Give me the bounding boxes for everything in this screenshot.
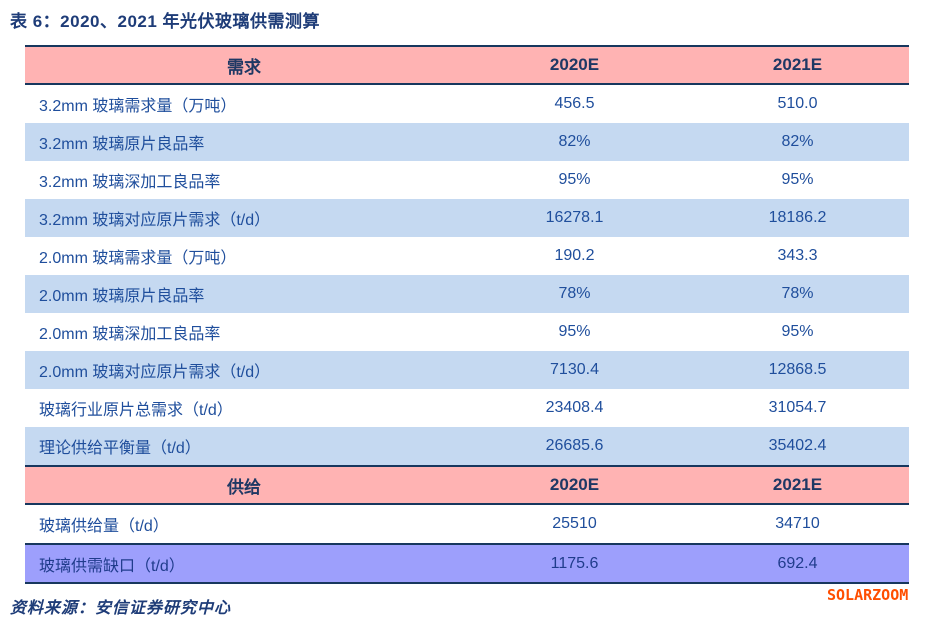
- row-value-2020e: 82%: [558, 133, 591, 150]
- table-row: 3.2mm 玻璃原片良品率 82% 82%: [25, 123, 909, 161]
- row-label: 玻璃供需缺口（t/d）: [39, 557, 185, 575]
- row-label: 3.2mm 玻璃需求量（万吨）: [39, 98, 237, 115]
- row-value-2021e: 343.3: [777, 247, 818, 264]
- row-value-2021e: 31054.7: [768, 399, 827, 416]
- column-header-2020e: 2020E: [549, 475, 600, 494]
- row-value-2021e: 692.4: [777, 554, 818, 572]
- row-value-2020e: 16278.1: [545, 209, 604, 226]
- row-label: 理论供给平衡量（t/d）: [39, 440, 201, 457]
- supply-demand-gap-row: 玻璃供需缺口（t/d） 1175.6 692.4: [25, 543, 909, 584]
- row-value-2020e: 190.2: [554, 247, 595, 264]
- row-value-2021e: 12868.5: [768, 361, 827, 378]
- column-header-2021e: 2021E: [772, 55, 823, 74]
- row-value-2021e: 78%: [781, 285, 814, 302]
- row-value-2021e: 510.0: [777, 95, 818, 112]
- supply-demand-table: 需求 2020E 2021E 3.2mm 玻璃需求量（万吨） 456.5 510…: [25, 45, 909, 584]
- row-value-2021e: 35402.4: [768, 437, 827, 454]
- row-value-2020e: 95%: [558, 323, 591, 340]
- row-value-2021e: 82%: [781, 133, 814, 150]
- table-row: 3.2mm 玻璃需求量（万吨） 456.5 510.0: [25, 85, 909, 123]
- source-note: 资料来源：安信证券研究中心: [10, 600, 232, 617]
- row-value-2020e: 26685.6: [545, 437, 604, 454]
- row-value-2020e: 1175.6: [550, 554, 599, 572]
- row-value-2020e: 7130.4: [550, 361, 599, 378]
- table-row: 2.0mm 玻璃深加工良品率 95% 95%: [25, 313, 909, 351]
- row-value-2021e: 18186.2: [768, 209, 827, 226]
- row-value-2020e: 456.5: [554, 95, 595, 112]
- table-row: 2.0mm 玻璃对应原片需求（t/d） 7130.4 12868.5: [25, 351, 909, 389]
- row-value-2021e: 34710: [775, 515, 820, 532]
- row-value-2020e: 23408.4: [545, 399, 604, 416]
- table-title: 表 6：2020、2021 年光伏玻璃供需测算: [10, 12, 321, 31]
- row-label: 2.0mm 玻璃对应原片需求（t/d）: [39, 364, 271, 381]
- solarzoom-watermark: SOLARZOOM: [827, 586, 909, 604]
- column-header-2021e: 2021E: [772, 475, 823, 494]
- row-value-2020e: 78%: [558, 285, 591, 302]
- table-row: 3.2mm 玻璃对应原片需求（t/d） 16278.1 18186.2: [25, 199, 909, 237]
- table-row: 2.0mm 玻璃需求量（万吨） 190.2 343.3: [25, 237, 909, 275]
- table-row: 玻璃行业原片总需求（t/d） 23408.4 31054.7: [25, 389, 909, 427]
- row-label: 2.0mm 玻璃需求量（万吨）: [39, 250, 237, 267]
- row-value-2021e: 95%: [781, 171, 814, 188]
- row-label: 2.0mm 玻璃原片良品率: [39, 288, 205, 305]
- table-row: 2.0mm 玻璃原片良品率 78% 78%: [25, 275, 909, 313]
- row-value-2020e: 95%: [558, 171, 591, 188]
- row-label: 3.2mm 玻璃深加工良品率: [39, 174, 221, 191]
- row-value-2021e: 95%: [781, 323, 814, 340]
- supply-section-label: 供给: [227, 477, 261, 497]
- column-header-2020e: 2020E: [549, 55, 600, 74]
- row-label: 3.2mm 玻璃原片良品率: [39, 136, 205, 153]
- demand-section-header-row: 需求 2020E 2021E: [25, 45, 909, 85]
- table-row: 理论供给平衡量（t/d） 26685.6 35402.4: [25, 427, 909, 465]
- row-label: 3.2mm 玻璃对应原片需求（t/d）: [39, 212, 271, 229]
- table-row: 玻璃供给量（t/d） 25510 34710: [25, 505, 909, 543]
- demand-section-label: 需求: [227, 57, 261, 77]
- supply-section-header-row: 供给 2020E 2021E: [25, 465, 909, 505]
- table-row: 3.2mm 玻璃深加工良品率 95% 95%: [25, 161, 909, 199]
- row-value-2020e: 25510: [552, 515, 597, 532]
- row-label: 2.0mm 玻璃深加工良品率: [39, 326, 221, 343]
- row-label: 玻璃行业原片总需求（t/d）: [39, 402, 233, 419]
- row-label: 玻璃供给量（t/d）: [39, 518, 169, 535]
